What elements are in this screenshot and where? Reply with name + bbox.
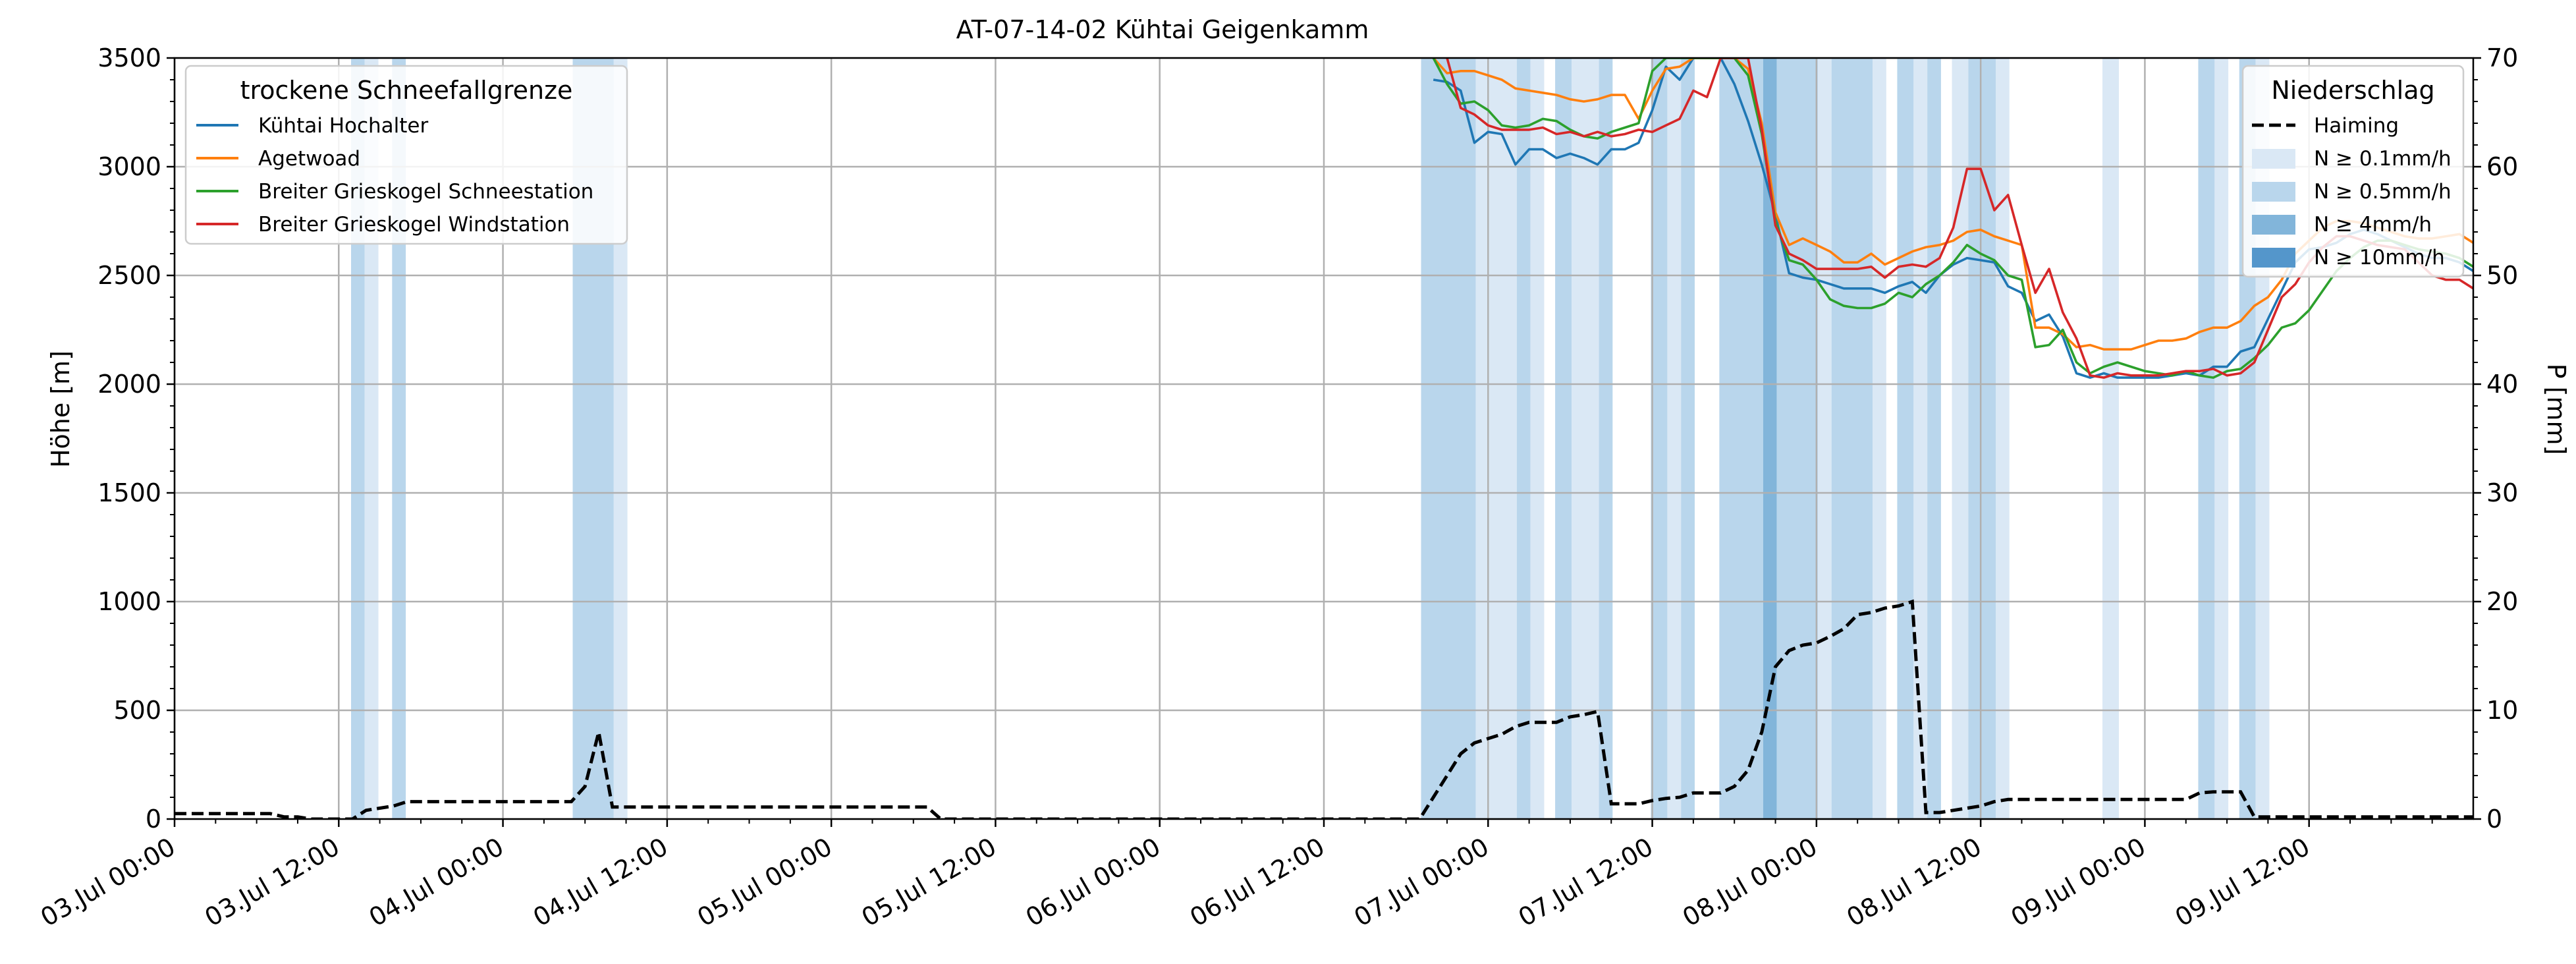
- precipitation-bands: [350, 58, 2270, 819]
- legend-right-label: Haiming: [2314, 114, 2399, 138]
- legend-right-title: Niederschlag: [2271, 76, 2434, 105]
- precip-band: [613, 58, 628, 819]
- precip-band: [1968, 58, 1996, 819]
- y-tick-label: 3000: [97, 152, 161, 181]
- precip-band: [1516, 58, 1531, 819]
- precip-band: [1763, 58, 1777, 819]
- y2-axis-title: P [mm]: [2542, 364, 2571, 455]
- y-tick-label: 1500: [97, 478, 161, 507]
- precip-band: [1599, 58, 1613, 819]
- precip-band: [1995, 58, 2010, 819]
- legend-right-label: N ≥ 0.1mm/h: [2314, 147, 2452, 171]
- precip-band: [1572, 58, 1599, 819]
- y2-tick-label: 30: [2486, 478, 2518, 507]
- y2-tick-label: 50: [2486, 261, 2518, 290]
- legend-right-swatch: [2252, 149, 2295, 169]
- precip-band: [392, 58, 406, 819]
- precip-band: [1927, 58, 1941, 819]
- legend-right-box: [2241, 65, 2465, 278]
- precip-band: [364, 58, 379, 819]
- chart-title: AT-07-14-02 Kühtai Geigenkamm: [956, 15, 1369, 44]
- y2-tick-label: 70: [2486, 43, 2518, 72]
- y-axis-title: Höhe [m]: [46, 351, 75, 468]
- y2-tick-label: 60: [2486, 152, 2518, 181]
- legend-right-label: N ≥ 10mm/h: [2314, 246, 2445, 269]
- precip-band: [1530, 58, 1545, 819]
- legend-left-title: trockene Schneefallgrenze: [240, 76, 573, 105]
- precip-band: [1897, 58, 1914, 819]
- y-tick-label: 0: [146, 805, 161, 834]
- legend-left-box: [184, 65, 628, 245]
- precip-band: [350, 58, 365, 819]
- y2-tick-label: 20: [2486, 587, 2518, 616]
- legend-right-swatch: [2252, 182, 2295, 202]
- legend-left-label: Breiter Grieskogel Windstation: [258, 213, 570, 237]
- legend-right-label: N ≥ 4mm/h: [2314, 213, 2432, 237]
- legend-left-label: Agetwoad: [258, 147, 360, 171]
- precip-band: [1831, 58, 1873, 819]
- precip-band: [2198, 58, 2215, 819]
- y-tick-label: 2500: [97, 261, 161, 290]
- legend-right-swatch: [2252, 248, 2295, 268]
- precip-band: [1421, 58, 1476, 819]
- y-tick-label: 500: [113, 696, 161, 725]
- precip-band: [2214, 58, 2229, 819]
- y2-tick-label: 10: [2486, 696, 2518, 725]
- legend-left-label: Breiter Grieskogel Schneestation: [258, 180, 593, 204]
- precip-band: [1776, 58, 1818, 819]
- legend-right-swatch: [2252, 215, 2295, 235]
- precip-band: [1873, 58, 1886, 819]
- precip-band: [1817, 58, 1832, 819]
- y-tick-label: 3500: [97, 43, 161, 72]
- legend-right-label: N ≥ 0.5mm/h: [2314, 180, 2452, 204]
- y2-tick-label: 0: [2486, 805, 2502, 834]
- precip-band: [1719, 58, 1763, 819]
- precip-band: [1555, 58, 1572, 819]
- legend-left-label: Kühtai Hochalter: [258, 114, 429, 138]
- precip-band: [1681, 58, 1695, 819]
- precip-line: [175, 599, 2473, 819]
- y-tick-label: 1000: [97, 587, 161, 616]
- precip-band: [2102, 58, 2119, 819]
- y-tick-label: 2000: [97, 370, 161, 399]
- y2-tick-label: 40: [2486, 370, 2518, 399]
- precip-band: [1475, 58, 1517, 819]
- precip-band: [1952, 58, 1969, 819]
- precip-band: [1651, 58, 1668, 819]
- legends: trockene Schneefallgrenze Kühtai Hochalte…: [184, 65, 2465, 278]
- precip-band: [1667, 58, 1682, 819]
